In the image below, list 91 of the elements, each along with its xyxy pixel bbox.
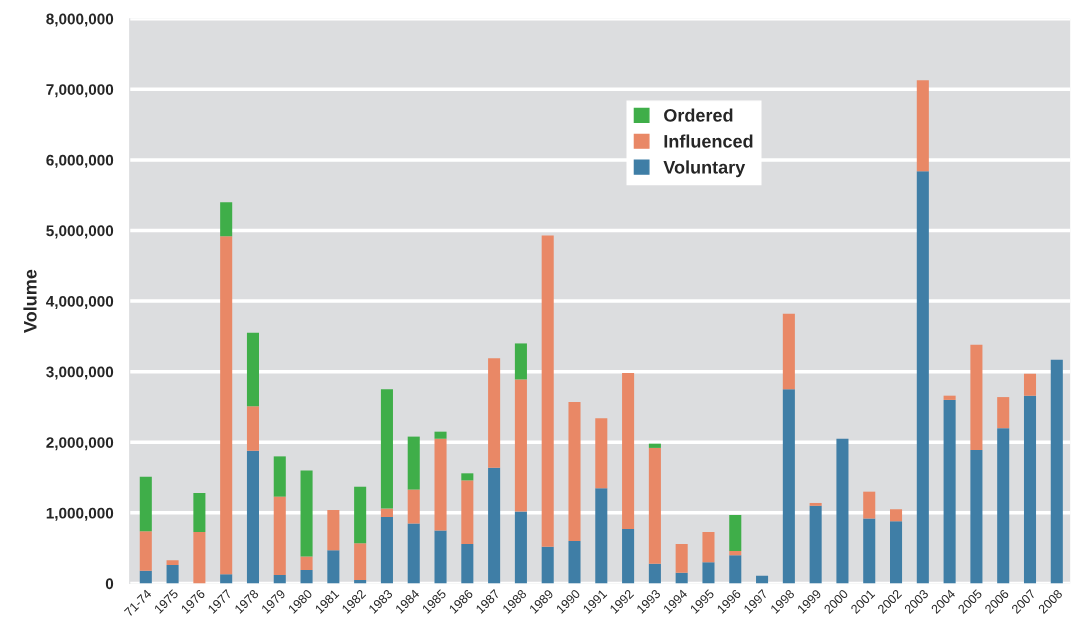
bar <box>890 509 903 522</box>
bar <box>970 450 983 584</box>
legend-label: Ordered <box>664 108 733 122</box>
bar <box>782 313 795 390</box>
bar <box>514 511 527 584</box>
bar <box>943 395 956 400</box>
y-tick-label: 6,000,000 <box>46 154 114 168</box>
bar <box>246 332 259 407</box>
bar <box>300 470 313 557</box>
bar <box>220 574 233 584</box>
bar <box>541 546 554 584</box>
bar <box>220 236 233 575</box>
bar <box>809 502 822 506</box>
y-tick-label: 1,000,000 <box>46 507 114 521</box>
bar <box>407 489 420 524</box>
bar <box>461 480 474 544</box>
bar <box>246 450 259 584</box>
bar <box>568 402 581 542</box>
bar <box>970 344 983 451</box>
bar <box>622 529 635 584</box>
bar <box>514 343 527 380</box>
y-tick-label: 5,000,000 <box>46 225 114 239</box>
bar <box>434 530 447 584</box>
y-tick-label: 0 <box>105 578 114 590</box>
bar <box>327 510 340 551</box>
bar <box>273 496 286 575</box>
bar <box>729 550 742 556</box>
bar <box>809 505 822 584</box>
bar <box>407 523 420 584</box>
y-tick-label: 3,000,000 <box>46 366 114 380</box>
bar <box>380 389 393 509</box>
bar <box>354 486 367 544</box>
bar <box>139 570 152 584</box>
bar <box>300 570 313 584</box>
y-tick-label: 2,000,000 <box>46 437 114 451</box>
bar <box>354 543 367 580</box>
y-tick-label: 8,000,000 <box>46 13 114 27</box>
bar <box>488 467 501 584</box>
bar <box>193 531 206 584</box>
bar <box>890 521 903 584</box>
bar <box>461 473 474 481</box>
bar <box>595 418 608 489</box>
bar <box>863 491 876 519</box>
legend-label: Influenced <box>664 134 753 148</box>
bar <box>648 563 661 584</box>
bar <box>1050 359 1063 584</box>
bar <box>1023 373 1037 396</box>
bar <box>782 389 795 584</box>
bar <box>997 397 1010 429</box>
bar <box>246 406 259 451</box>
bar <box>193 493 206 532</box>
bar <box>943 399 956 584</box>
bar <box>220 202 233 237</box>
bar <box>997 428 1010 584</box>
bar <box>916 80 929 172</box>
bar <box>380 508 393 518</box>
bar <box>702 562 715 584</box>
bar <box>675 543 688 573</box>
y-tick-label: 4,000,000 <box>46 295 114 309</box>
bar <box>595 488 608 584</box>
bar <box>139 531 152 571</box>
bar <box>380 517 393 584</box>
bar <box>139 476 152 532</box>
bar <box>300 556 313 571</box>
bar <box>863 518 876 584</box>
bar <box>729 514 742 551</box>
bar <box>568 541 581 584</box>
bar <box>434 431 447 439</box>
bar <box>273 456 286 497</box>
y-tick-label: 7,000,000 <box>46 84 114 98</box>
bar <box>166 560 179 566</box>
bar <box>916 171 929 584</box>
bar <box>488 358 501 468</box>
bar <box>166 565 179 584</box>
legend-label: Voluntary <box>663 160 746 178</box>
bar <box>273 574 286 584</box>
bar <box>648 443 661 448</box>
bar <box>514 379 527 512</box>
bar <box>729 555 742 584</box>
bar <box>836 438 849 584</box>
bar <box>434 438 447 531</box>
bar <box>461 543 474 584</box>
bar <box>702 531 715 563</box>
bar <box>648 447 661 564</box>
bar <box>675 572 688 584</box>
bar <box>541 235 554 547</box>
bar <box>622 373 635 530</box>
bar <box>1023 395 1037 584</box>
bar <box>327 550 340 584</box>
y-axis-title: Volume <box>23 269 37 333</box>
bar <box>407 436 420 490</box>
